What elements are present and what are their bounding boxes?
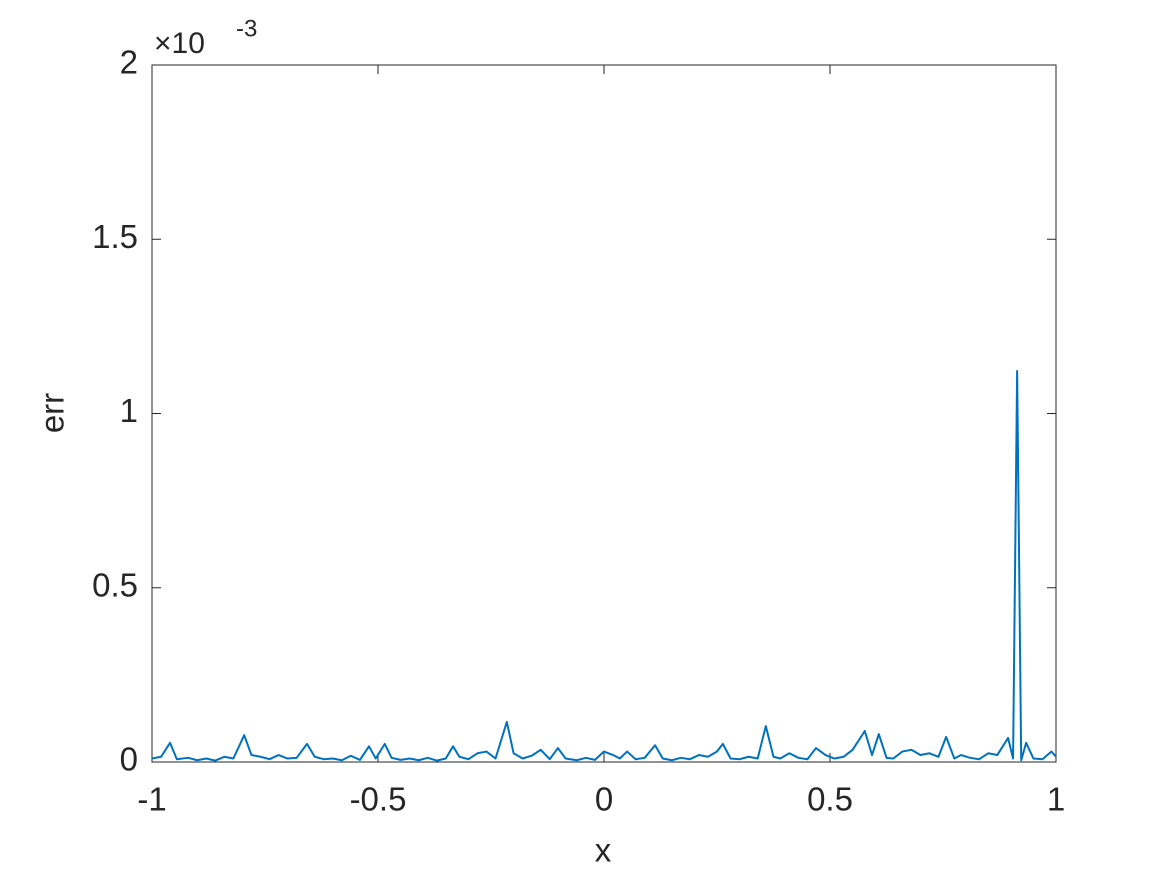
x-tick-label: 1 <box>1047 781 1065 818</box>
y-tick-label: 0.5 <box>92 566 138 603</box>
plot-box <box>151 64 1057 763</box>
y-tick-label: 1.5 <box>92 218 138 255</box>
x-tick-label: -1 <box>137 781 166 818</box>
y-tick-label: 1 <box>120 392 138 429</box>
x-tick-label: 0.5 <box>807 781 853 818</box>
y-tick-label: 0 <box>120 741 138 778</box>
y-tick-label: 2 <box>120 44 138 81</box>
y-exponent-power: -3 <box>236 15 257 42</box>
x-tick-label: 0 <box>595 781 613 818</box>
y-exponent-base: ×10 <box>154 27 205 60</box>
y-axis-label: err <box>34 393 71 433</box>
x-axis-label: x <box>595 832 612 869</box>
x-tick-label: -0.5 <box>350 781 407 818</box>
data-line <box>151 369 1057 762</box>
